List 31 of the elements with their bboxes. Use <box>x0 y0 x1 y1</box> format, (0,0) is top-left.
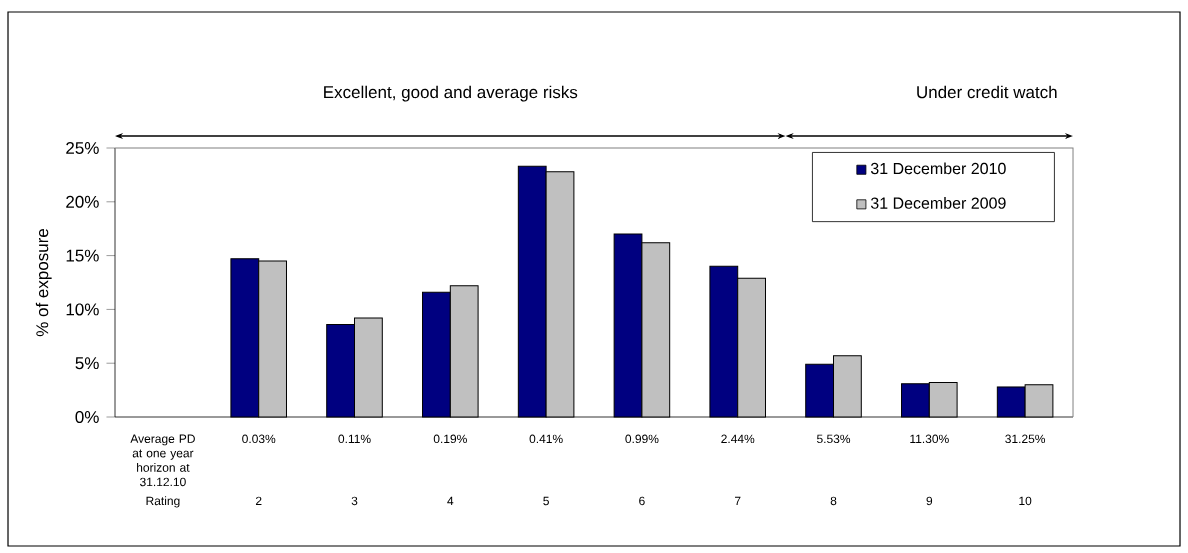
y-axis-title: % of exposure <box>35 228 52 337</box>
text: 10 <box>1019 496 1032 506</box>
text: Excellent, good and average risks <box>324 85 578 102</box>
y-tick-label: 10% <box>66 303 99 316</box>
x-tick-label: 0.99% <box>625 434 659 444</box>
text: 4 <box>447 496 454 506</box>
text: 7 <box>735 496 741 506</box>
x-tick-label: Average PD at one year horizon at 31.12.10 <box>130 434 195 487</box>
y-tick-label: 15% <box>66 249 99 262</box>
text: Under credit watch <box>917 85 1057 99</box>
y-tick-label: 0% <box>75 411 99 424</box>
x-tick-label: 5.53% <box>816 434 851 444</box>
legend-label: 31 December 2010 <box>870 162 1006 175</box>
text: 2 <box>255 496 262 506</box>
text: 9 <box>926 496 933 506</box>
y-tick-label: 5% <box>75 357 99 370</box>
x-tick-label: 0.11% <box>338 434 371 444</box>
y-tick-label: 20% <box>66 195 99 208</box>
x-tick-label: 11.30% <box>910 434 949 444</box>
text: Rating <box>146 496 180 508</box>
text: 5 <box>543 496 549 506</box>
text: 8 <box>830 496 837 506</box>
text: 3 <box>351 496 358 506</box>
x-tick-label: 0.19% <box>433 434 467 444</box>
text: 6 <box>639 496 645 506</box>
x-tick-label: 0.03% <box>242 434 276 444</box>
legend-label: 31 December 2009 <box>870 197 1006 209</box>
x-tick-label: 2.44% <box>721 434 755 444</box>
y-tick-label: 25% <box>66 142 99 155</box>
x-tick-label: 31.25% <box>1005 434 1046 444</box>
x-tick-label: 0.41% <box>529 434 563 444</box>
